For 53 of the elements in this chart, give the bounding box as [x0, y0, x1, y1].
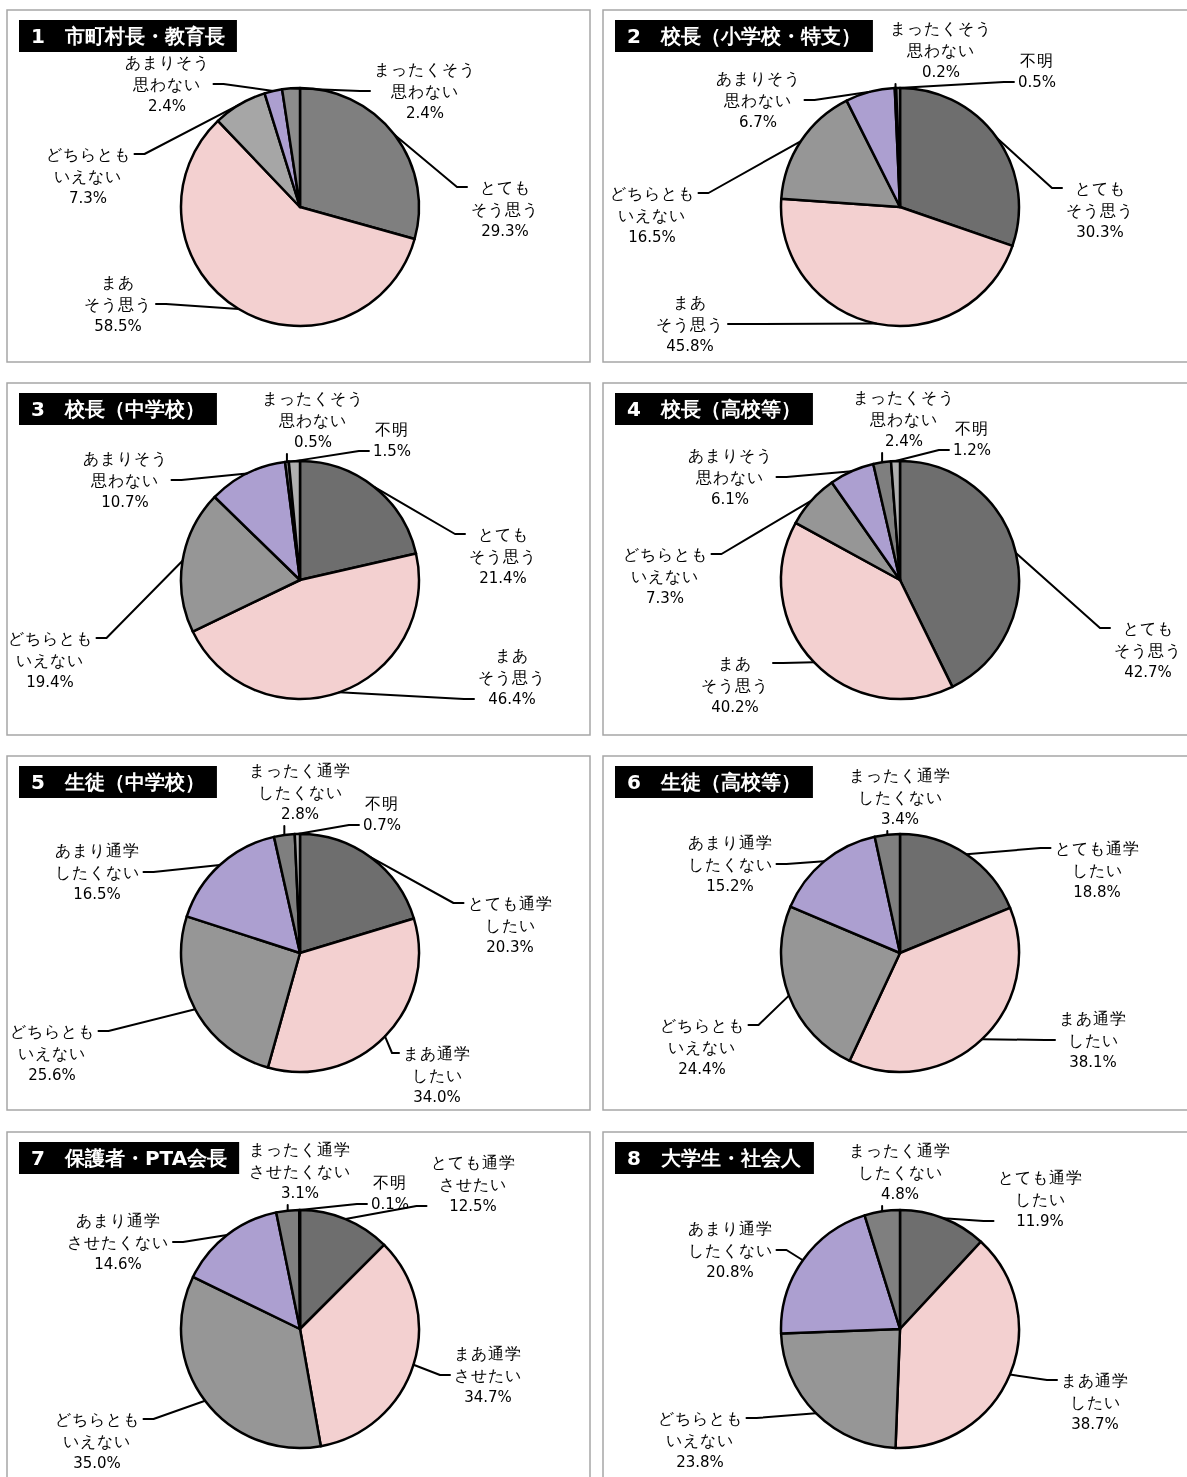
slice-label: あまり通学したくない 15.2% [687, 832, 773, 895]
slice-label: とても通学させたい 12.5% [430, 1152, 516, 1215]
slice-label: まあそう思う 40.2% [701, 653, 769, 716]
slice-label: どちらともいえない 23.8% [657, 1408, 743, 1471]
slice-label: まあそう思う 46.4% [478, 645, 546, 708]
chart-title: 1 市町村長・教育長 [31, 24, 225, 48]
slice-label: まったく通学したくない 3.4% [849, 765, 951, 828]
slice-label: 不明 1.5% [372, 419, 412, 460]
slice-label: とても通学したい 11.9% [997, 1167, 1083, 1230]
slice-label: あまりそう思わない 6.7% [715, 68, 801, 131]
slice-label: とてもそう思う 21.4% [469, 524, 537, 587]
slice-label: まったくそう思わない 2.4% [853, 387, 955, 450]
slice-label: まったく通学させたくない 3.1% [249, 1139, 351, 1202]
slice-label: 不明 0.1% [370, 1172, 410, 1213]
chart-title: 5 生徒（中学校） [31, 770, 205, 794]
chart-title: 8 大学生・社会人 [627, 1146, 802, 1170]
chart-title: 6 生徒（高校等） [627, 770, 801, 794]
slice-label: まあそう思う 58.5% [84, 272, 152, 335]
slice-label: あまりそう思わない 2.4% [124, 52, 210, 115]
slice-label: まったくそう思わない 0.5% [262, 388, 364, 451]
slice-label: とてもそう思う 30.3% [1066, 178, 1134, 241]
slice-label: まったくそう思わない 0.2% [890, 18, 992, 81]
slice-label: まあ通学させたい 34.7% [454, 1343, 522, 1406]
slice-label: どちらともいえない 24.4% [659, 1015, 745, 1078]
slice-label: まあ通学したい 38.1% [1059, 1008, 1127, 1071]
slice-label: どちらともいえない 7.3% [45, 144, 131, 207]
slice-label: まあ通学したい 38.7% [1061, 1370, 1129, 1433]
slice-label: まったく通学したくない 4.8% [849, 1140, 951, 1203]
slice-label: とても通学したい 18.8% [1054, 838, 1140, 901]
slice-label: まったくそう思わない 2.4% [374, 59, 476, 122]
slice-label: とてもそう思う 29.3% [471, 177, 539, 240]
slice-label: 不明 1.2% [952, 418, 992, 459]
slice-label: どちらともいえない 7.3% [622, 544, 708, 607]
slice-label: あまりそう思わない 6.1% [687, 445, 773, 508]
slice-label: 不明 0.5% [1017, 50, 1057, 91]
slice-label: あまり通学したくない 20.8% [687, 1218, 773, 1281]
slice-label: とても通学したい 20.3% [467, 893, 553, 956]
slice-label: あまり通学したくない 16.5% [54, 840, 140, 903]
chart-title: 2 校長（小学校・特支） [627, 24, 861, 48]
slice-label: どちらともいえない 16.5% [609, 183, 695, 246]
chart-title: 3 校長（中学校） [31, 397, 205, 421]
slice-label: あまり通学させたくない 14.6% [67, 1210, 169, 1273]
chart-title: 7 保護者・PTA会長 [31, 1146, 228, 1170]
slice-label: とてもそう思う 42.7% [1114, 618, 1182, 681]
chart-title: 4 校長（高校等） [627, 397, 801, 421]
slice-label: まあ通学したい 34.0% [403, 1043, 471, 1106]
slice-label: どちらともいえない 35.0% [54, 1409, 140, 1472]
slice-label: まあそう思う 45.8% [656, 292, 724, 355]
slice-label: どちらともいえない 25.6% [9, 1021, 95, 1084]
slice-label: 不明 0.7% [362, 793, 402, 834]
slice-label: あまりそう思わない 10.7% [82, 448, 168, 511]
slice-label: まったく通学したくない 2.8% [249, 760, 351, 823]
slice-label: どちらともいえない 19.4% [7, 628, 93, 691]
